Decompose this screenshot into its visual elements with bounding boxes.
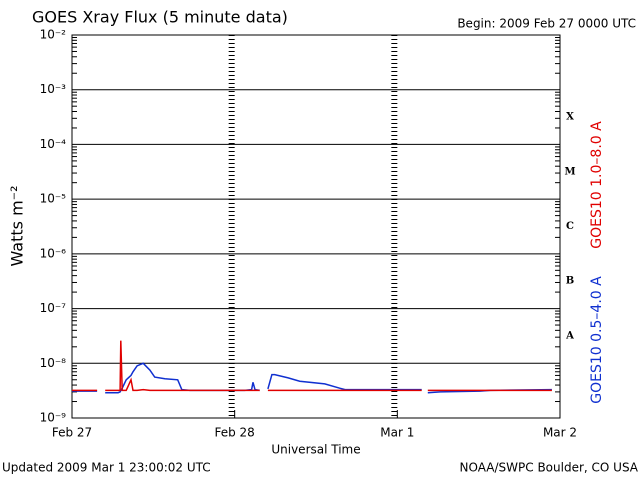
plot-frame xyxy=(71,34,561,419)
y-tick-label: 10⁻⁸ xyxy=(40,356,67,370)
chart-subtitle: Begin: 2009 Feb 27 0000 UTC xyxy=(457,17,636,31)
y-tick-label: 10⁻⁹ xyxy=(40,411,67,425)
footer-right: NOAA/SWPC Boulder, CO USA xyxy=(460,461,639,475)
y-tick-label: 10⁻⁴ xyxy=(40,137,67,151)
x-axis-label: Universal Time xyxy=(271,443,360,457)
y-tick-label: 10⁻⁶ xyxy=(40,246,67,260)
x-tick-label: Feb 28 xyxy=(214,426,254,440)
x-tick-label: Feb 27 xyxy=(52,426,92,440)
footer-left: Updated 2009 Mar 1 23:00:02 UTC xyxy=(2,461,211,475)
flare-class-label: C xyxy=(566,221,574,232)
series-line xyxy=(72,340,552,392)
flare-class-label: B xyxy=(566,276,574,287)
x-tick-label: Mar 2 xyxy=(543,426,577,440)
legend-entry: GOES10 0.5–4.0 A xyxy=(589,276,605,404)
y-axis-label: Watts m⁻² xyxy=(8,185,27,266)
y-tick-label: 10⁻⁵ xyxy=(40,192,67,206)
flare-class-label: M xyxy=(564,166,575,177)
y-tick-label: 10⁻² xyxy=(40,28,67,42)
y-tick-label: 10⁻⁷ xyxy=(40,301,67,315)
legend-entry: GOES10 1.0–8.0 A xyxy=(589,121,605,249)
flare-class-label: A xyxy=(565,330,574,341)
x-tick-label: Mar 1 xyxy=(380,426,414,440)
y-tick-label: 10⁻³ xyxy=(40,82,67,96)
chart-title: GOES Xray Flux (5 minute data) xyxy=(32,8,288,27)
series-line xyxy=(72,362,552,394)
flare-class-label: X xyxy=(566,112,574,123)
